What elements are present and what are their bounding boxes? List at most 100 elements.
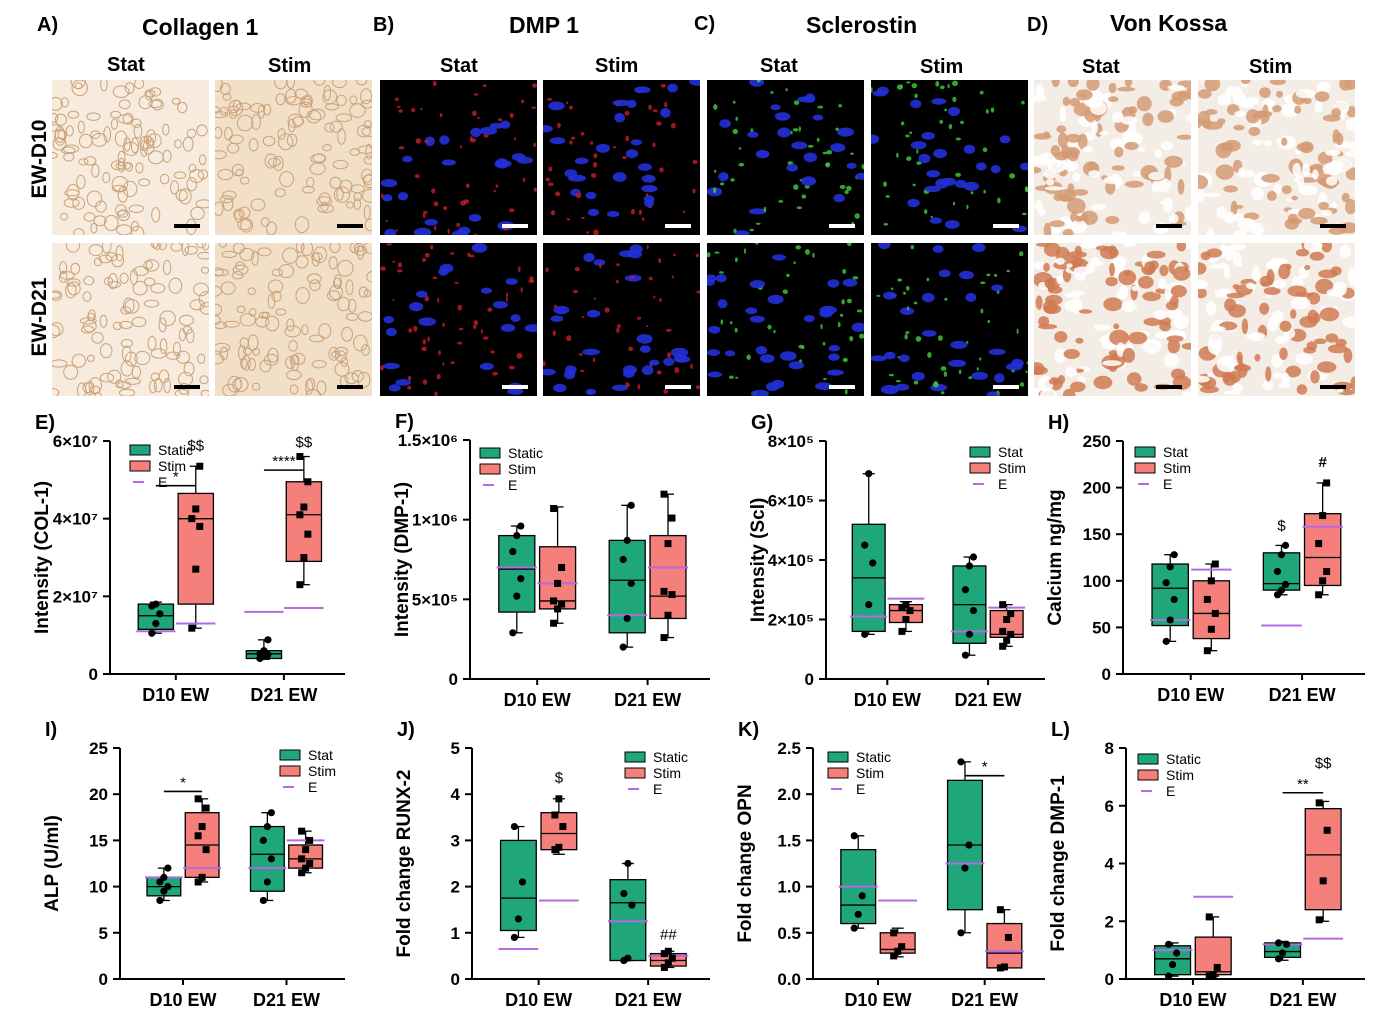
data-point bbox=[152, 600, 160, 608]
box-stim bbox=[285, 481, 323, 563]
y-tick-label: 150 bbox=[1083, 525, 1111, 544]
data-point bbox=[620, 889, 628, 898]
legend-swatch bbox=[1134, 446, 1156, 458]
data-point bbox=[1207, 625, 1215, 633]
data-point bbox=[1278, 949, 1287, 957]
data-point bbox=[624, 859, 632, 868]
data-point bbox=[890, 952, 898, 960]
data-point bbox=[1213, 963, 1221, 971]
data-point bbox=[865, 470, 873, 478]
data-point bbox=[554, 605, 562, 613]
data-point bbox=[624, 954, 632, 962]
data-point bbox=[513, 532, 521, 540]
data-point bbox=[1165, 940, 1173, 948]
y-axis-label: Fold change OPN bbox=[735, 784, 756, 942]
panel-title-dmp: DMP 1 bbox=[509, 12, 579, 38]
panel-letter-h: H) bbox=[1048, 412, 1069, 434]
data-point bbox=[1162, 579, 1170, 587]
x-tick-label: D10 EW bbox=[142, 685, 209, 705]
y-axis-label: Fold change DMP-1 bbox=[1048, 775, 1069, 952]
y-tick-label: 4×10⁷ bbox=[53, 510, 98, 529]
significance-label: $ bbox=[1277, 517, 1286, 534]
x-tick-label: D10 EW bbox=[854, 690, 921, 710]
scale-bar bbox=[993, 224, 1019, 228]
data-point bbox=[660, 587, 668, 595]
significance-label: $$ bbox=[1315, 755, 1332, 772]
data-point bbox=[660, 963, 668, 971]
panel-letter-k: K) bbox=[738, 719, 759, 741]
dmp1-micrograph-stim-d10 bbox=[543, 80, 700, 235]
y-tick-label: 0 bbox=[1105, 970, 1114, 989]
data-point bbox=[627, 501, 635, 509]
y-tick-label: 6×10⁷ bbox=[53, 432, 98, 451]
y-tick-label: 20 bbox=[89, 785, 108, 804]
data-point bbox=[296, 453, 304, 461]
legend-label: E bbox=[508, 477, 517, 493]
data-point bbox=[298, 827, 306, 835]
data-point bbox=[259, 896, 267, 905]
legend-label: Static bbox=[653, 749, 688, 765]
y-tick-label: 0 bbox=[805, 670, 814, 689]
x-tick-label: D10 EW bbox=[1157, 685, 1224, 705]
scale-bar bbox=[1320, 385, 1346, 389]
y-axis-label: Fold change RUNX-2 bbox=[394, 770, 415, 958]
y-tick-label: 8 bbox=[1105, 739, 1114, 758]
data-point bbox=[192, 505, 200, 513]
data-point bbox=[1004, 933, 1012, 941]
data-point bbox=[965, 630, 974, 638]
data-point bbox=[660, 490, 668, 498]
data-point bbox=[1323, 567, 1331, 575]
panel-letter-l: L) bbox=[1051, 719, 1070, 741]
data-point bbox=[1323, 479, 1331, 487]
data-point bbox=[1211, 609, 1219, 617]
data-point bbox=[298, 869, 306, 877]
data-point bbox=[298, 855, 306, 863]
y-tick-label: 8×10⁵ bbox=[768, 432, 814, 451]
col-label-stat: Stat bbox=[107, 54, 145, 76]
data-point bbox=[906, 607, 914, 615]
y-tick-label: 250 bbox=[1083, 432, 1111, 451]
y-tick-label: 6×10⁵ bbox=[768, 492, 814, 511]
legend-label: Stim bbox=[856, 765, 884, 781]
data-point bbox=[1277, 586, 1286, 594]
data-point bbox=[156, 896, 164, 905]
data-point bbox=[969, 553, 978, 561]
data-point bbox=[660, 950, 668, 958]
y-tick-label: 1×10⁶ bbox=[412, 511, 458, 530]
data-point bbox=[1007, 610, 1015, 618]
panel-title-collagen: Collagen 1 bbox=[142, 14, 259, 40]
x-tick-label: D21 EW bbox=[951, 990, 1018, 1010]
legend-swatch bbox=[827, 767, 849, 779]
legend-label: Stim bbox=[308, 763, 336, 779]
data-point bbox=[509, 629, 517, 637]
box-stim bbox=[986, 922, 1023, 969]
data-point bbox=[267, 855, 275, 863]
data-point bbox=[555, 843, 563, 851]
data-point bbox=[517, 522, 525, 530]
significance-label: $$ bbox=[187, 438, 204, 455]
scale-bar bbox=[502, 385, 528, 389]
data-point bbox=[551, 846, 559, 854]
box-static bbox=[609, 879, 647, 962]
y-tick-label: 50 bbox=[1092, 618, 1111, 637]
data-point bbox=[1273, 591, 1282, 599]
y-tick-label: 0 bbox=[89, 665, 98, 684]
legend-swatch bbox=[129, 444, 151, 456]
col-label-stat: Stat bbox=[1082, 56, 1120, 78]
data-point bbox=[1211, 560, 1219, 568]
data-point bbox=[1007, 630, 1015, 638]
data-point bbox=[1274, 955, 1283, 963]
y-tick-label: 4 bbox=[1105, 855, 1115, 874]
data-point bbox=[196, 522, 204, 530]
legend-swatch bbox=[279, 765, 301, 777]
data-point bbox=[260, 647, 268, 655]
y-tick-label: 0 bbox=[449, 670, 458, 689]
data-point bbox=[188, 624, 196, 632]
scale-bar bbox=[337, 224, 363, 228]
scale-bar bbox=[337, 385, 363, 389]
scale-bar bbox=[993, 385, 1019, 389]
data-point bbox=[156, 610, 164, 618]
legend-swatch bbox=[129, 460, 151, 472]
legend-swatch bbox=[479, 447, 501, 459]
box-stim bbox=[989, 609, 1024, 639]
